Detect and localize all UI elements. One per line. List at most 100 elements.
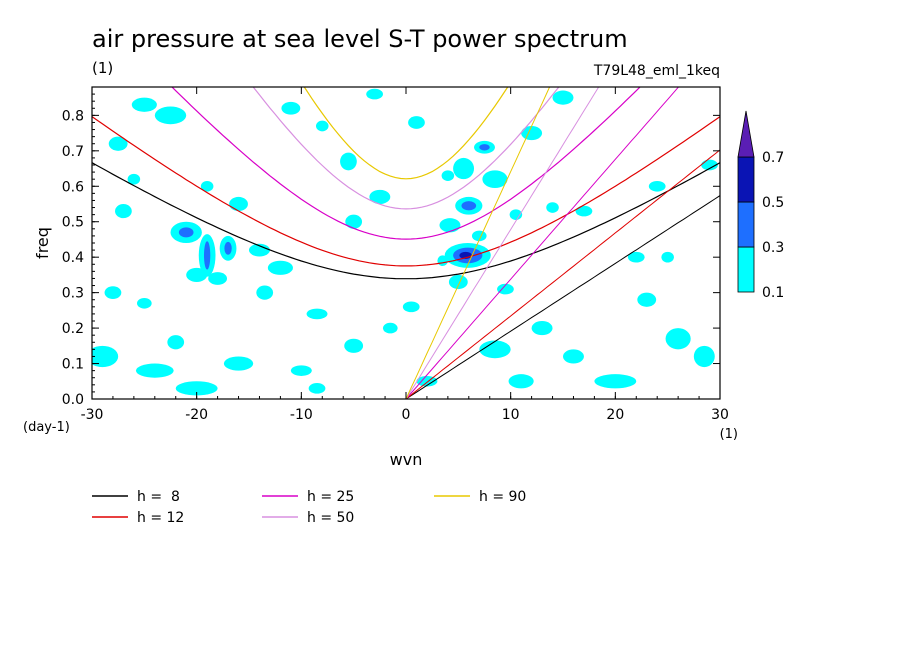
region-level-2 [461,201,477,211]
region-level-1 [402,301,420,313]
legend-label: h = 8 [137,489,180,505]
region-level-1 [627,251,645,263]
x-tick-label: 0 [402,407,411,423]
legend-label: h = 12 [137,510,184,526]
region-level-1 [471,230,487,242]
region-level-1 [249,243,270,257]
y-axis-label: freq [33,227,52,259]
region-level-1 [521,126,543,141]
x-tick-label: 30 [711,407,729,423]
region-level-1 [127,173,141,185]
region-level-1 [482,170,508,189]
region-level-1 [439,218,461,233]
region-level-1 [594,374,637,389]
region-level-1 [315,120,329,132]
x-axis: -30 -20 -10 0 10 20 30 [81,87,729,423]
colorbar-label: 0.1 [762,285,784,301]
y-tick-label: 0.7 [62,144,84,160]
region-level-1 [340,152,357,171]
region-level-1 [509,209,523,220]
region-level-1 [453,157,475,180]
colorbar-arrow [737,110,755,158]
y-tick-label: 0.8 [62,108,84,124]
curve-gravity [171,87,641,240]
region-level-1 [290,365,312,376]
region-level-2 [479,144,490,151]
curve-kelvin [405,149,720,399]
colorbar-segment [737,246,755,293]
curve-gravity [92,162,720,280]
x-units-label: (1) [720,427,738,442]
curve-kelvin [405,195,720,399]
region-level-1 [701,159,718,171]
plot-frame [91,86,721,400]
region-level-1 [104,286,122,300]
region-level-2 [178,227,194,238]
region-level-1 [175,381,218,396]
region-level-1 [115,204,132,219]
region-level-1 [661,251,674,263]
curve-kelvin [405,87,551,399]
run-label: T79L48_eml_1keq [593,63,720,79]
region-level-1 [479,340,511,359]
region-level-1 [366,88,383,100]
region-level-1 [92,345,119,368]
region-level-1 [208,272,228,285]
colorbar-segment [737,156,755,203]
region-level-1 [693,345,715,368]
region-level-1 [167,335,185,350]
region-level-1 [637,292,657,307]
y-units-label: (day-1) [23,420,70,435]
region-level-1 [508,374,534,389]
shaded-regions [92,88,718,396]
region-level-1 [137,297,152,309]
region-level-1 [344,338,364,353]
curve-gravity [303,87,509,180]
region-level-1 [306,308,328,320]
region-level-1 [448,274,468,290]
region-level-1 [382,322,398,334]
region-level-1 [154,106,187,125]
region-level-1 [546,202,559,213]
region-level-1 [186,267,208,282]
x-axis-label: wvn [390,450,423,469]
legend-label: h = 90 [479,489,526,505]
region-level-1 [108,136,128,151]
region-level-1 [552,90,574,105]
region-level-1 [648,180,666,192]
curve-gravity [252,87,560,210]
region-level-1 [267,260,293,275]
y-tick-label: 0.1 [62,357,84,373]
region-level-1 [441,170,455,181]
curve-kelvin [405,87,600,399]
x-tick-label: -20 [185,407,208,423]
region-level-1 [665,328,691,350]
region-level-1 [369,189,391,204]
region-level-1 [229,196,248,212]
region-level-1 [131,97,157,112]
region-level-1 [531,321,553,336]
curve-kelvin [405,87,680,399]
y-tick-label: 0.5 [62,215,84,231]
region-level-1 [200,180,214,192]
legend: h = 8 h = 12 h = 25 h = 50 h = 90 [92,489,526,526]
x-tick-label: 10 [502,407,520,423]
dispersion-curves [92,87,720,399]
region-level-1 [575,205,593,217]
colorbar-segment [737,201,755,248]
y-tick-label: 0.3 [62,286,84,302]
region-level-2 [203,241,211,270]
region-level-1 [135,363,174,378]
chart-title: air pressure at sea level S-T power spec… [92,25,628,53]
x-tick-label: -10 [290,407,313,423]
units-label: (1) [92,59,113,77]
y-tick-label: 0.2 [62,321,84,337]
colorbar-label: 0.7 [762,150,784,166]
region-level-1 [497,283,514,295]
colorbar-label: 0.3 [762,240,784,256]
region-level-2 [224,241,232,255]
y-axis: 0.0 0.1 0.2 0.3 0.4 0.5 0.6 0.7 0.8 [62,86,720,408]
y-tick-label: 0.6 [62,179,84,195]
legend-label: h = 50 [307,510,354,526]
